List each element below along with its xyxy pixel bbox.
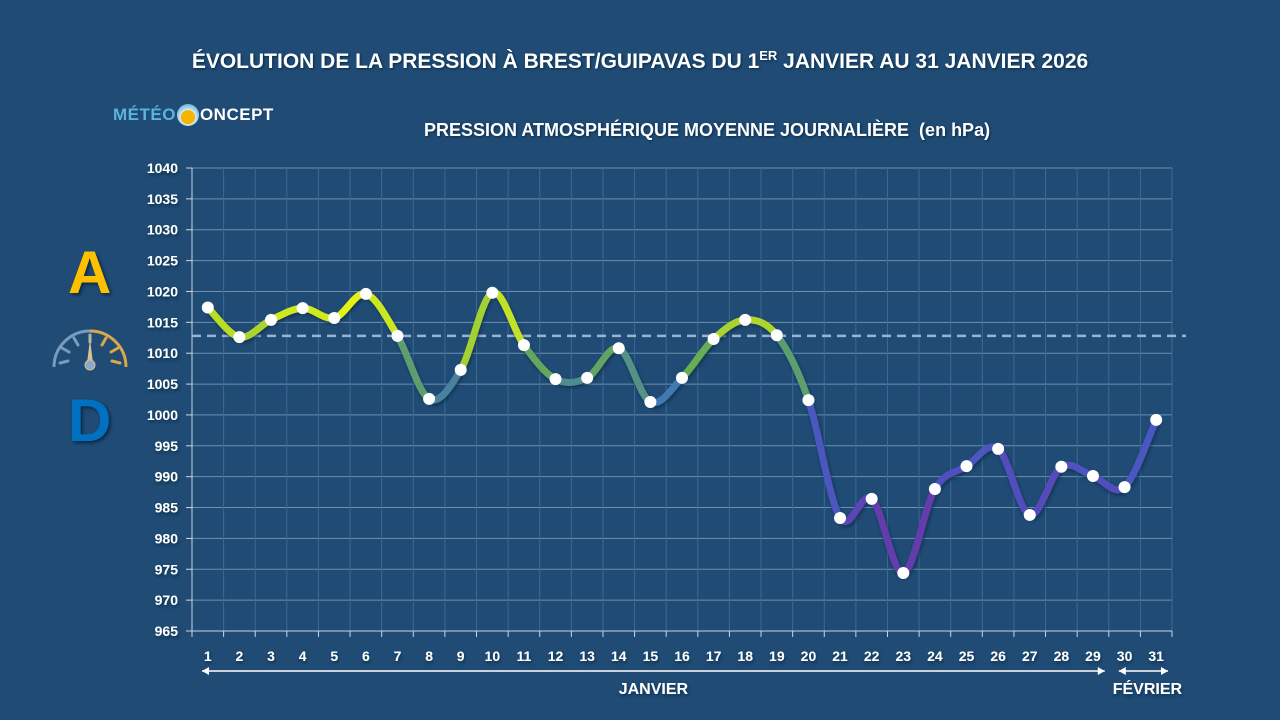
y-tick-label: 995 bbox=[155, 438, 179, 454]
data-point bbox=[359, 287, 372, 300]
y-tick-label: 965 bbox=[155, 623, 179, 639]
x-tick-label: 10 bbox=[485, 648, 501, 664]
data-point bbox=[739, 313, 752, 326]
y-tick-label: 990 bbox=[155, 469, 179, 485]
data-point bbox=[201, 301, 214, 314]
data-point bbox=[1118, 481, 1131, 494]
data-point bbox=[454, 363, 467, 376]
data-point bbox=[296, 302, 309, 315]
data-point bbox=[770, 329, 783, 342]
y-axis: 965 970 975 980 985 990 995 1000 1005 1010 1015 102… bbox=[147, 160, 192, 639]
month-label: JANVIER bbox=[619, 681, 689, 698]
x-tick-label: 28 bbox=[1054, 648, 1070, 664]
data-point bbox=[644, 395, 657, 408]
x-axis: 1 2 3 4 5 6 7 8 9 10 11 12 13 14 15 16 17 18 19 20 21 22 23 24 2… bbox=[191, 630, 1173, 664]
arrow-right-icon bbox=[1097, 667, 1105, 675]
x-tick-label: 20 bbox=[801, 648, 817, 664]
meteo-concept-logo: MÉTÉO ONCEPT bbox=[113, 104, 274, 126]
y-tick-label: 980 bbox=[155, 530, 179, 546]
y-tick-label: 1020 bbox=[147, 283, 178, 299]
x-tick-label: 24 bbox=[927, 648, 943, 664]
y-tick-label: 1005 bbox=[147, 376, 178, 392]
arrow-left-icon bbox=[1118, 667, 1126, 675]
x-tick-label: 25 bbox=[959, 648, 975, 664]
data-point bbox=[1023, 508, 1036, 521]
data-point bbox=[1055, 460, 1068, 473]
data-point bbox=[328, 312, 341, 325]
month-label: FÉVRIER bbox=[1113, 679, 1183, 698]
x-tick-label: 3 bbox=[267, 648, 275, 664]
x-tick-label: 8 bbox=[425, 648, 433, 664]
x-tick-label: 2 bbox=[236, 648, 244, 664]
x-tick-label: 15 bbox=[643, 648, 659, 664]
data-point bbox=[391, 329, 404, 342]
x-tick-label: 1 bbox=[204, 648, 212, 664]
data-point bbox=[960, 460, 973, 473]
y-tick-label: 1030 bbox=[147, 222, 178, 238]
data-point bbox=[549, 373, 562, 386]
data-point bbox=[897, 566, 910, 579]
data-point bbox=[1086, 470, 1099, 483]
data-point bbox=[265, 313, 278, 326]
y-tick-label: 1040 bbox=[147, 160, 178, 176]
x-tick-label: 26 bbox=[990, 648, 1006, 664]
x-tick-label: 14 bbox=[611, 648, 627, 664]
x-tick-label: 16 bbox=[674, 648, 690, 664]
x-tick-label: 13 bbox=[579, 648, 595, 664]
data-point bbox=[1150, 413, 1163, 426]
data-point bbox=[707, 333, 720, 346]
x-tick-label: 4 bbox=[299, 648, 307, 664]
y-tick-label: 1025 bbox=[147, 253, 178, 269]
x-tick-label: 17 bbox=[706, 648, 722, 664]
x-tick-label: 9 bbox=[457, 648, 465, 664]
x-tick-label: 5 bbox=[330, 648, 338, 664]
y-tick-label: 1010 bbox=[147, 345, 178, 361]
y-tick-label: 975 bbox=[155, 561, 179, 577]
x-tick-label: 29 bbox=[1085, 648, 1101, 664]
x-tick-label: 30 bbox=[1117, 648, 1133, 664]
data-point bbox=[233, 331, 246, 344]
x-tick-label: 19 bbox=[769, 648, 785, 664]
data-point bbox=[486, 286, 499, 299]
chart-subtitle: PRESSION ATMOSPHÉRIQUE MOYENNE JOURNALIÈ… bbox=[424, 120, 991, 140]
x-tick-label: 23 bbox=[896, 648, 912, 664]
x-tick-label: 22 bbox=[864, 648, 880, 664]
data-points bbox=[201, 286, 1163, 579]
data-point bbox=[612, 342, 625, 355]
x-tick-label: 6 bbox=[362, 648, 370, 664]
y-tick-label: 985 bbox=[155, 500, 179, 516]
data-point bbox=[992, 442, 1005, 455]
x-tick-label: 12 bbox=[548, 648, 564, 664]
x-tick-label: 7 bbox=[394, 648, 402, 664]
depression-letter: D bbox=[68, 387, 112, 454]
chart-title: ÉVOLUTION DE LA PRESSION À BREST/GUIPAVA… bbox=[191, 48, 1089, 73]
data-point bbox=[865, 492, 878, 505]
x-tick-label: 31 bbox=[1148, 648, 1164, 664]
data-point bbox=[676, 371, 688, 384]
x-tick-label: 11 bbox=[517, 648, 532, 664]
y-tick-label: 1015 bbox=[147, 314, 178, 330]
anticyclone-letter: A bbox=[68, 239, 112, 306]
x-tick-label: 27 bbox=[1022, 648, 1038, 664]
data-point bbox=[423, 392, 436, 405]
data-point bbox=[581, 371, 594, 384]
sun-cloud-icon bbox=[176, 104, 199, 126]
data-point bbox=[517, 339, 530, 352]
barometer-gauge-icon bbox=[52, 329, 128, 371]
grid bbox=[191, 167, 1173, 632]
line-segment bbox=[804, 396, 844, 522]
arrow-left-icon bbox=[202, 667, 209, 675]
month-axis: JANVIER FÉVRIER bbox=[202, 667, 1183, 698]
x-tick-label: 18 bbox=[737, 648, 753, 664]
y-tick-label: 1035 bbox=[147, 191, 178, 207]
arrow-right-icon bbox=[1161, 667, 1168, 675]
data-point bbox=[802, 394, 815, 407]
y-tick-label: 970 bbox=[155, 592, 179, 608]
x-tick-label: 21 bbox=[832, 648, 848, 664]
data-point bbox=[928, 483, 941, 496]
data-point bbox=[834, 512, 847, 525]
y-tick-label: 1000 bbox=[147, 407, 178, 423]
